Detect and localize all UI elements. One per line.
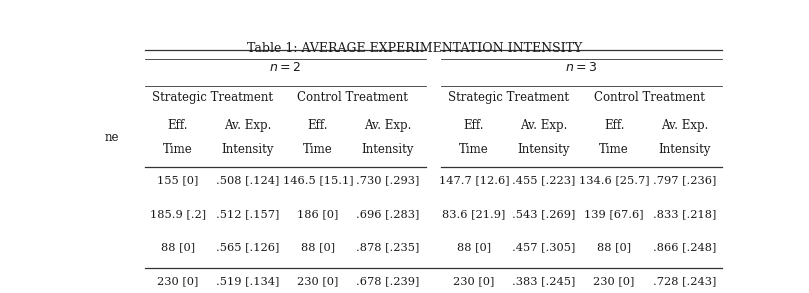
Text: Control Treatment: Control Treatment bbox=[594, 91, 705, 104]
Text: 88 [0]: 88 [0] bbox=[597, 243, 631, 253]
Text: Eff.: Eff. bbox=[604, 119, 625, 132]
Text: 186 [0]: 186 [0] bbox=[297, 209, 338, 219]
Text: Intensity: Intensity bbox=[362, 143, 414, 156]
Text: 230 [0]: 230 [0] bbox=[594, 276, 635, 286]
Text: .455 [.223]: .455 [.223] bbox=[512, 176, 576, 186]
Text: 83.6 [21.9]: 83.6 [21.9] bbox=[443, 209, 506, 219]
Text: .833 [.218]: .833 [.218] bbox=[653, 209, 716, 219]
Text: .519 [.134]: .519 [.134] bbox=[216, 276, 279, 286]
Text: .728 [.243]: .728 [.243] bbox=[653, 276, 716, 286]
Text: Strategic Treatment: Strategic Treatment bbox=[448, 91, 570, 104]
Text: .383 [.245]: .383 [.245] bbox=[512, 276, 576, 286]
Text: 185.9 [.2]: 185.9 [.2] bbox=[150, 209, 205, 219]
Text: 134.6 [25.7]: 134.6 [25.7] bbox=[578, 176, 650, 186]
Text: 139 [67.6]: 139 [67.6] bbox=[584, 209, 644, 219]
Text: 155 [0]: 155 [0] bbox=[157, 176, 198, 186]
Text: $n = 3$: $n = 3$ bbox=[565, 61, 598, 74]
Text: Eff.: Eff. bbox=[167, 119, 188, 132]
Text: Control Treatment: Control Treatment bbox=[298, 91, 409, 104]
Text: .543 [.269]: .543 [.269] bbox=[512, 209, 576, 219]
Text: 230 [0]: 230 [0] bbox=[453, 276, 494, 286]
Text: 88 [0]: 88 [0] bbox=[457, 243, 491, 253]
Text: .696 [.283]: .696 [.283] bbox=[356, 209, 420, 219]
Text: Time: Time bbox=[599, 143, 629, 156]
Text: .678 [.239]: .678 [.239] bbox=[356, 276, 420, 286]
Text: Intensity: Intensity bbox=[518, 143, 570, 156]
Text: 147.7 [12.6]: 147.7 [12.6] bbox=[438, 176, 509, 186]
Text: .512 [.157]: .512 [.157] bbox=[216, 209, 279, 219]
Text: Eff.: Eff. bbox=[464, 119, 484, 132]
Text: $n = 2$: $n = 2$ bbox=[269, 61, 301, 74]
Text: Intensity: Intensity bbox=[658, 143, 710, 156]
Text: ne: ne bbox=[104, 131, 119, 144]
Text: Av. Exp.: Av. Exp. bbox=[224, 119, 271, 132]
Text: Time: Time bbox=[163, 143, 193, 156]
Text: Time: Time bbox=[459, 143, 489, 156]
Text: 230 [0]: 230 [0] bbox=[157, 276, 198, 286]
Text: .797 [.236]: .797 [.236] bbox=[653, 176, 716, 186]
Text: Time: Time bbox=[303, 143, 332, 156]
Text: 88 [0]: 88 [0] bbox=[301, 243, 335, 253]
Text: .866 [.248]: .866 [.248] bbox=[653, 243, 716, 253]
Text: .878 [.235]: .878 [.235] bbox=[356, 243, 420, 253]
Text: .508 [.124]: .508 [.124] bbox=[216, 176, 279, 186]
Text: .457 [.305]: .457 [.305] bbox=[512, 243, 576, 253]
Text: 230 [0]: 230 [0] bbox=[297, 276, 338, 286]
Text: Av. Exp.: Av. Exp. bbox=[364, 119, 412, 132]
Text: 88 [0]: 88 [0] bbox=[160, 243, 195, 253]
Text: .730 [.293]: .730 [.293] bbox=[356, 176, 420, 186]
Text: .565 [.126]: .565 [.126] bbox=[216, 243, 279, 253]
Text: Av. Exp.: Av. Exp. bbox=[661, 119, 708, 132]
Text: Intensity: Intensity bbox=[222, 143, 274, 156]
Text: Table 1: AVERAGE EXPERIMENTATION INTENSITY: Table 1: AVERAGE EXPERIMENTATION INTENSI… bbox=[247, 42, 582, 55]
Text: Eff.: Eff. bbox=[307, 119, 328, 132]
Text: Strategic Treatment: Strategic Treatment bbox=[152, 91, 273, 104]
Text: Av. Exp.: Av. Exp. bbox=[520, 119, 568, 132]
Text: 146.5 [15.1]: 146.5 [15.1] bbox=[282, 176, 354, 186]
